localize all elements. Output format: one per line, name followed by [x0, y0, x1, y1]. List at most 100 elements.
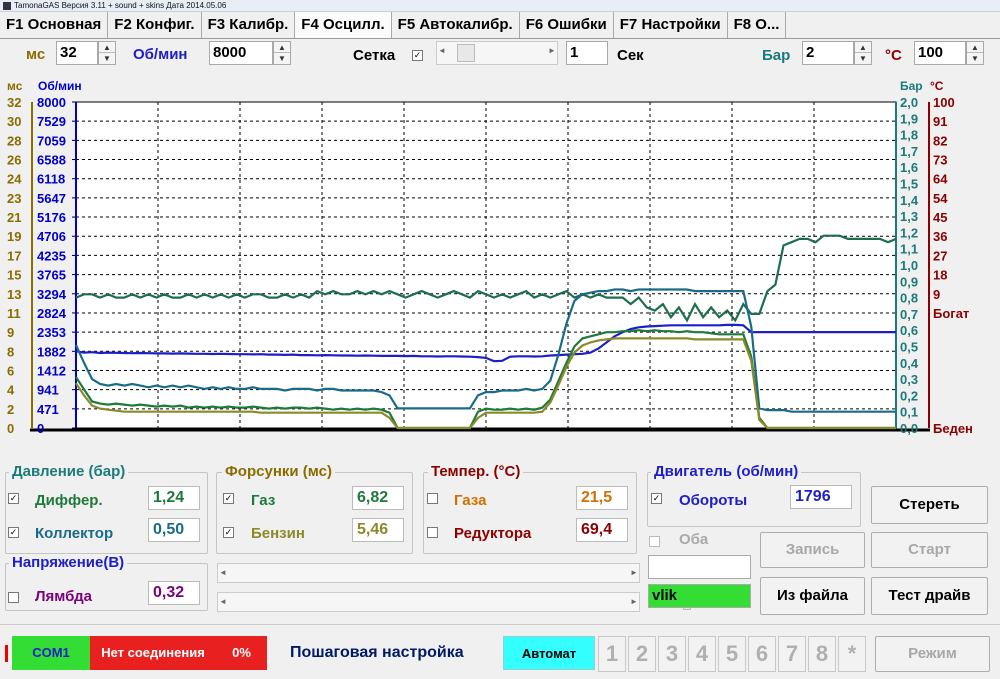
tab-7[interactable]: F7 Настройки — [613, 12, 728, 38]
tab-1[interactable]: F1 Основная — [0, 12, 109, 38]
temp-tick-label: 54 — [933, 191, 948, 206]
scroll-right-icon[interactable]: ► — [548, 46, 556, 55]
horizontal-scrollbar-2[interactable]: ◄ ► — [217, 592, 691, 612]
from-file-button[interactable]: Из файла — [760, 577, 865, 615]
step-setup-label[interactable]: Пошаговая настройка — [290, 644, 464, 661]
mode-button[interactable]: Режим — [875, 636, 990, 672]
temp-scale-spinner[interactable]: ▲ ▼ — [966, 41, 984, 65]
time-scroll-slider[interactable]: ◄ ► — [436, 41, 558, 65]
bar-scale-input[interactable]: 2 — [802, 41, 854, 65]
progress-percent: 0% — [216, 636, 267, 670]
step-button-6[interactable]: 6 — [748, 636, 776, 672]
series-line-ms — [75, 337, 896, 430]
bar-tick-label: 1,4 — [900, 193, 919, 208]
spin-down-icon[interactable]: ▼ — [103, 54, 111, 63]
petrol-injector-checkbox[interactable]: ✓ — [223, 527, 234, 538]
tab-8[interactable]: F8 О... — [727, 12, 787, 38]
tab-2[interactable]: F2 Конфиг. — [108, 12, 202, 38]
temp-tick-label: 36 — [933, 229, 947, 244]
grid-checkbox[interactable]: ✓ — [412, 50, 423, 61]
scroll-right-icon[interactable]: ► — [630, 568, 638, 577]
tab-6[interactable]: F6 Ошибки — [519, 12, 614, 38]
lambda-label: Лямбда — [35, 588, 92, 605]
ms-tick-label: 19 — [7, 229, 21, 244]
temp-tick-label: Богат — [933, 306, 969, 321]
scroll-left-icon[interactable]: ◄ — [219, 568, 227, 577]
auto-mode-badge[interactable]: Автомат — [503, 636, 595, 670]
start-button[interactable]: Старт — [871, 532, 988, 568]
spin-up-icon[interactable]: ▲ — [967, 42, 983, 53]
spin-down-icon[interactable]: ▼ — [859, 54, 867, 63]
rpm-tick-label: 6588 — [37, 153, 66, 168]
temp-label: °С — [885, 47, 902, 64]
temps-group — [423, 472, 637, 554]
oscilloscope-chart: мс Об/мин Бар °С024689111315171921232426283… — [7, 79, 973, 436]
horizontal-scrollbar-1[interactable]: ◄ ► — [217, 563, 640, 583]
rpm-scale-input[interactable]: 8000 — [209, 41, 273, 65]
temp-axis-title: °С — [930, 79, 944, 93]
petrol-injector-value: 5,46 — [352, 518, 404, 542]
seconds-input[interactable]: 1 — [566, 41, 608, 65]
rpm-scale-spinner[interactable]: ▲ ▼ — [273, 41, 291, 65]
spin-down-icon[interactable]: ▼ — [278, 54, 286, 63]
bar-tick-label: 0,6 — [900, 323, 918, 338]
bar-scale-spinner[interactable]: ▲ ▼ — [854, 41, 872, 65]
name-input-empty[interactable] — [648, 555, 751, 579]
reducer-temp-checkbox[interactable] — [427, 527, 438, 538]
diff-checkbox[interactable]: ✓ — [8, 493, 19, 504]
spin-up-icon[interactable]: ▲ — [274, 42, 290, 53]
scroll-left-icon[interactable]: ◄ — [219, 597, 227, 606]
collector-checkbox[interactable]: ✓ — [8, 527, 19, 538]
scroll-left-icon[interactable]: ◄ — [438, 46, 446, 55]
bar-tick-label: 1,7 — [900, 144, 918, 159]
step-button-1[interactable]: 1 — [598, 636, 626, 672]
step-button-2[interactable]: 2 — [628, 636, 656, 672]
step-button-5[interactable]: 5 — [718, 636, 746, 672]
seconds-label: Сек — [617, 47, 644, 64]
ms-scale-spinner[interactable]: ▲ ▼ — [98, 41, 116, 65]
gas-temp-checkbox[interactable] — [427, 493, 438, 504]
ms-tick-label: 6 — [7, 363, 14, 378]
gas-injector-label: Газ — [251, 492, 276, 509]
step-button-8[interactable]: 8 — [808, 636, 836, 672]
rpm-tick-label: 941 — [37, 383, 59, 398]
engine-title: Двигатель (об/мин) — [651, 463, 802, 480]
rpm-tick-label: 5647 — [37, 191, 66, 206]
temp-scale-input[interactable]: 100 — [914, 41, 966, 65]
name-field[interactable]: vlik — [648, 584, 751, 608]
tab-5[interactable]: F5 Автокалибр. — [391, 12, 520, 38]
gas-injector-checkbox[interactable]: ✓ — [223, 493, 234, 504]
rpm-checkbox[interactable]: ✓ — [651, 493, 662, 504]
step-button-4[interactable]: 4 — [688, 636, 716, 672]
gas-injector-value: 6,82 — [352, 486, 404, 510]
scroll-right-icon[interactable]: ► — [630, 597, 638, 606]
tab-4[interactable]: F4 Осцилл. — [295, 12, 392, 38]
spin-down-icon[interactable]: ▼ — [971, 54, 979, 63]
bar-tick-label: 0,7 — [900, 307, 918, 322]
step-button-7[interactable]: 7 — [778, 636, 806, 672]
test-drive-button[interactable]: Тест драйв — [871, 577, 988, 615]
connection-status: Нет соединения — [90, 636, 216, 670]
slider-thumb[interactable] — [457, 44, 475, 62]
record-button[interactable]: Запись — [760, 532, 865, 568]
ms-tick-label: 17 — [7, 248, 21, 263]
clear-button[interactable]: Стереть — [871, 486, 988, 524]
temp-tick-label: 27 — [933, 248, 947, 263]
ms-scale-input[interactable]: 32 — [56, 41, 98, 65]
com-port-badge[interactable]: COM1 — [12, 636, 90, 670]
step-button-3[interactable]: 3 — [658, 636, 686, 672]
app-icon — [3, 2, 11, 10]
both-checkbox[interactable] — [649, 536, 660, 547]
series-line-rpm — [75, 323, 896, 363]
tab-3[interactable]: F3 Калибр. — [201, 12, 296, 38]
step-button-star[interactable]: * — [838, 636, 866, 672]
lambda-checkbox[interactable] — [8, 592, 19, 603]
ms-tick-label: 21 — [7, 210, 21, 225]
ms-tick-label: 2 — [7, 402, 14, 417]
spin-up-icon[interactable]: ▲ — [99, 42, 115, 53]
rpm-label: Об/мин — [133, 46, 188, 63]
temps-title: Темпер. (°С) — [428, 463, 524, 480]
spin-up-icon[interactable]: ▲ — [855, 42, 871, 53]
bar-tick-label: 0,9 — [900, 274, 918, 289]
lambda-value: 0,32 — [148, 581, 200, 605]
